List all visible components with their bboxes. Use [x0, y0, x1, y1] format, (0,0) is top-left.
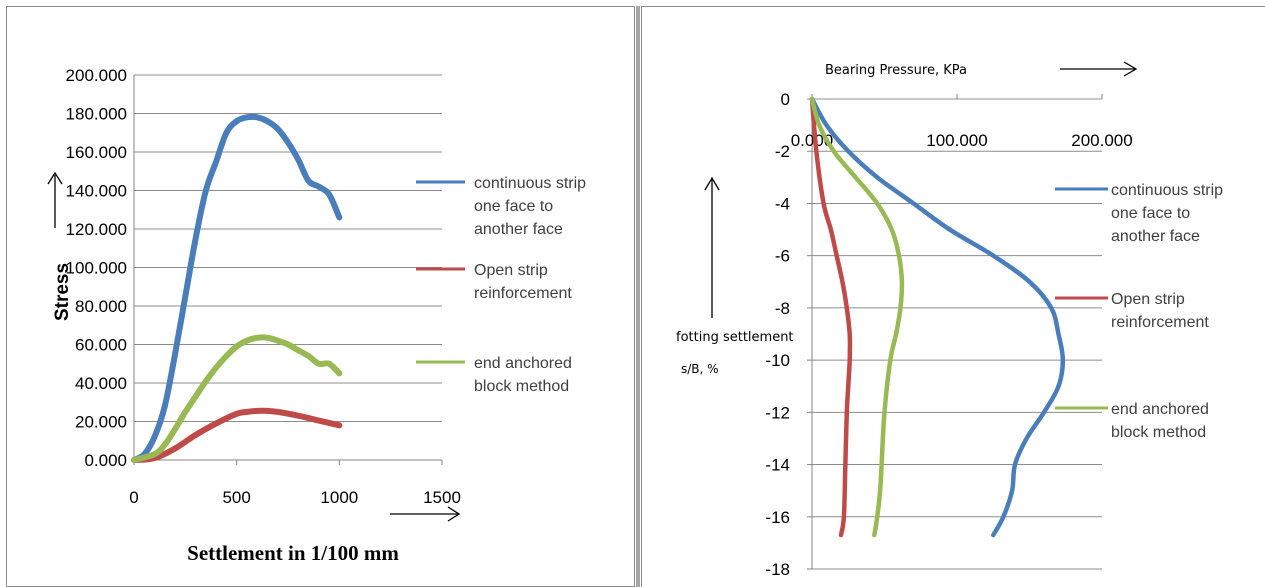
chart1-series-line-2	[131, 334, 343, 463]
chart2-series-line-2	[809, 96, 905, 538]
chart2-x-tick-label: 200.000	[1071, 131, 1132, 150]
chart1-x-tick-label: 1500	[423, 488, 461, 507]
chart2-y-axis-label-line1: fotting settlement	[676, 330, 794, 345]
chart2-y-tick-label: -6	[775, 247, 790, 266]
chart2-x-tick-label: 100.000	[926, 131, 987, 150]
chart2-y-tick-labels: 0 -2 -4 -6 -8 -10 -12 -14 -16 -18	[765, 90, 790, 579]
chart2-legend-label: continuous strip	[1111, 182, 1223, 199]
chart1-x-arrowhead-icon	[447, 506, 461, 522]
chart2-legend-label: block method	[1111, 424, 1206, 441]
chart1-y-tick-label: 60.000	[75, 336, 127, 355]
chart1-legend-label: reinforcement	[474, 285, 572, 302]
chart1-x-tick-label: 0	[129, 488, 138, 507]
chart2-y-arrowhead-icon	[704, 176, 720, 191]
panel-divider	[636, 6, 640, 587]
chart2-y-tick-label: -4	[775, 194, 790, 213]
chart1-y-tick-label: 200.000	[66, 66, 127, 85]
chart1-legend-label: continuous strip	[474, 175, 586, 192]
chart1-y-tick-label: 160.000	[66, 143, 127, 162]
chart1-legend-label: Open strip	[474, 262, 548, 279]
chart2-legend-label: Open strip	[1111, 291, 1185, 308]
chart1-legend-label: end anchored	[474, 355, 572, 372]
chart1-series-line-1	[131, 407, 343, 463]
chart2-y-tick-label: -12	[765, 403, 790, 422]
chart1-y-tick-label: 100.000	[66, 259, 127, 278]
chart1-y-tick-label: 120.000	[66, 220, 127, 239]
chart1-y-tick-label: 80.000	[75, 297, 127, 316]
chart2-y-tick-label: -18	[765, 560, 790, 579]
chart1-y-arrowhead-icon	[47, 171, 63, 185]
chart1-series-line-0	[131, 113, 343, 463]
chart1-y-tick-label: 140.000	[66, 182, 127, 201]
chart2-y-tick-label: -14	[765, 456, 790, 475]
chart2-series	[809, 96, 1066, 538]
chart2-y-tick-label: 0	[781, 90, 790, 109]
chart1-legend-label: another face	[474, 221, 563, 238]
chart2-series-line-0	[809, 96, 1066, 538]
chart1-x-tick-label: 1000	[320, 488, 358, 507]
chart2-legend-label: end anchored	[1111, 401, 1209, 418]
chart2-y-tick-label: -8	[775, 299, 790, 318]
chart1-y-tick-label: 0.000	[84, 451, 127, 470]
chart1-x-axis-label: Settlement in 1/100 mm	[187, 541, 399, 565]
chart2-y-axis-label-line2: s/B, %	[681, 362, 719, 376]
chart1-legend-label: one face to	[474, 198, 553, 215]
chart1-y-tick-label: 20.000	[75, 413, 127, 432]
chart1-legend: continuous strip one face to another face O…	[416, 175, 586, 395]
chart2-x-axis-label: Bearing Pressure, KPa	[825, 63, 967, 78]
chart1-y-tick-labels: 0.000 20.000 40.000 60.000 80.000 100.000 120.…	[66, 66, 127, 470]
chart2-legend-label: reinforcement	[1111, 314, 1209, 331]
chart2-legend-label: another face	[1111, 228, 1200, 245]
chart1-y-axis-label: Stress	[52, 263, 73, 321]
right-chart-panel	[641, 6, 1265, 587]
chart1-x-tick-label: 500	[222, 488, 250, 507]
chart2-legend: continuous strip one face to another face O…	[1055, 182, 1223, 441]
chart2-series-line-1	[809, 96, 853, 538]
chart1-x-tick-labels: 0 500 1000 1500	[129, 488, 461, 507]
chart1-y-tick-label: 40.000	[75, 374, 127, 393]
chart2-y-tick-label: -10	[765, 351, 790, 370]
chart2-y-tick-label: -16	[765, 508, 790, 527]
chart2-x-arrowhead-icon	[1123, 61, 1138, 77]
chart2-y-tick-label: -2	[775, 142, 790, 161]
chart1-y-tick-label: 180.000	[66, 105, 127, 124]
chart2-legend-label: one face to	[1111, 205, 1190, 222]
chart1-legend-label: block method	[474, 378, 569, 395]
chart1-series	[131, 113, 343, 463]
chart1-gridlines	[133, 74, 443, 465]
